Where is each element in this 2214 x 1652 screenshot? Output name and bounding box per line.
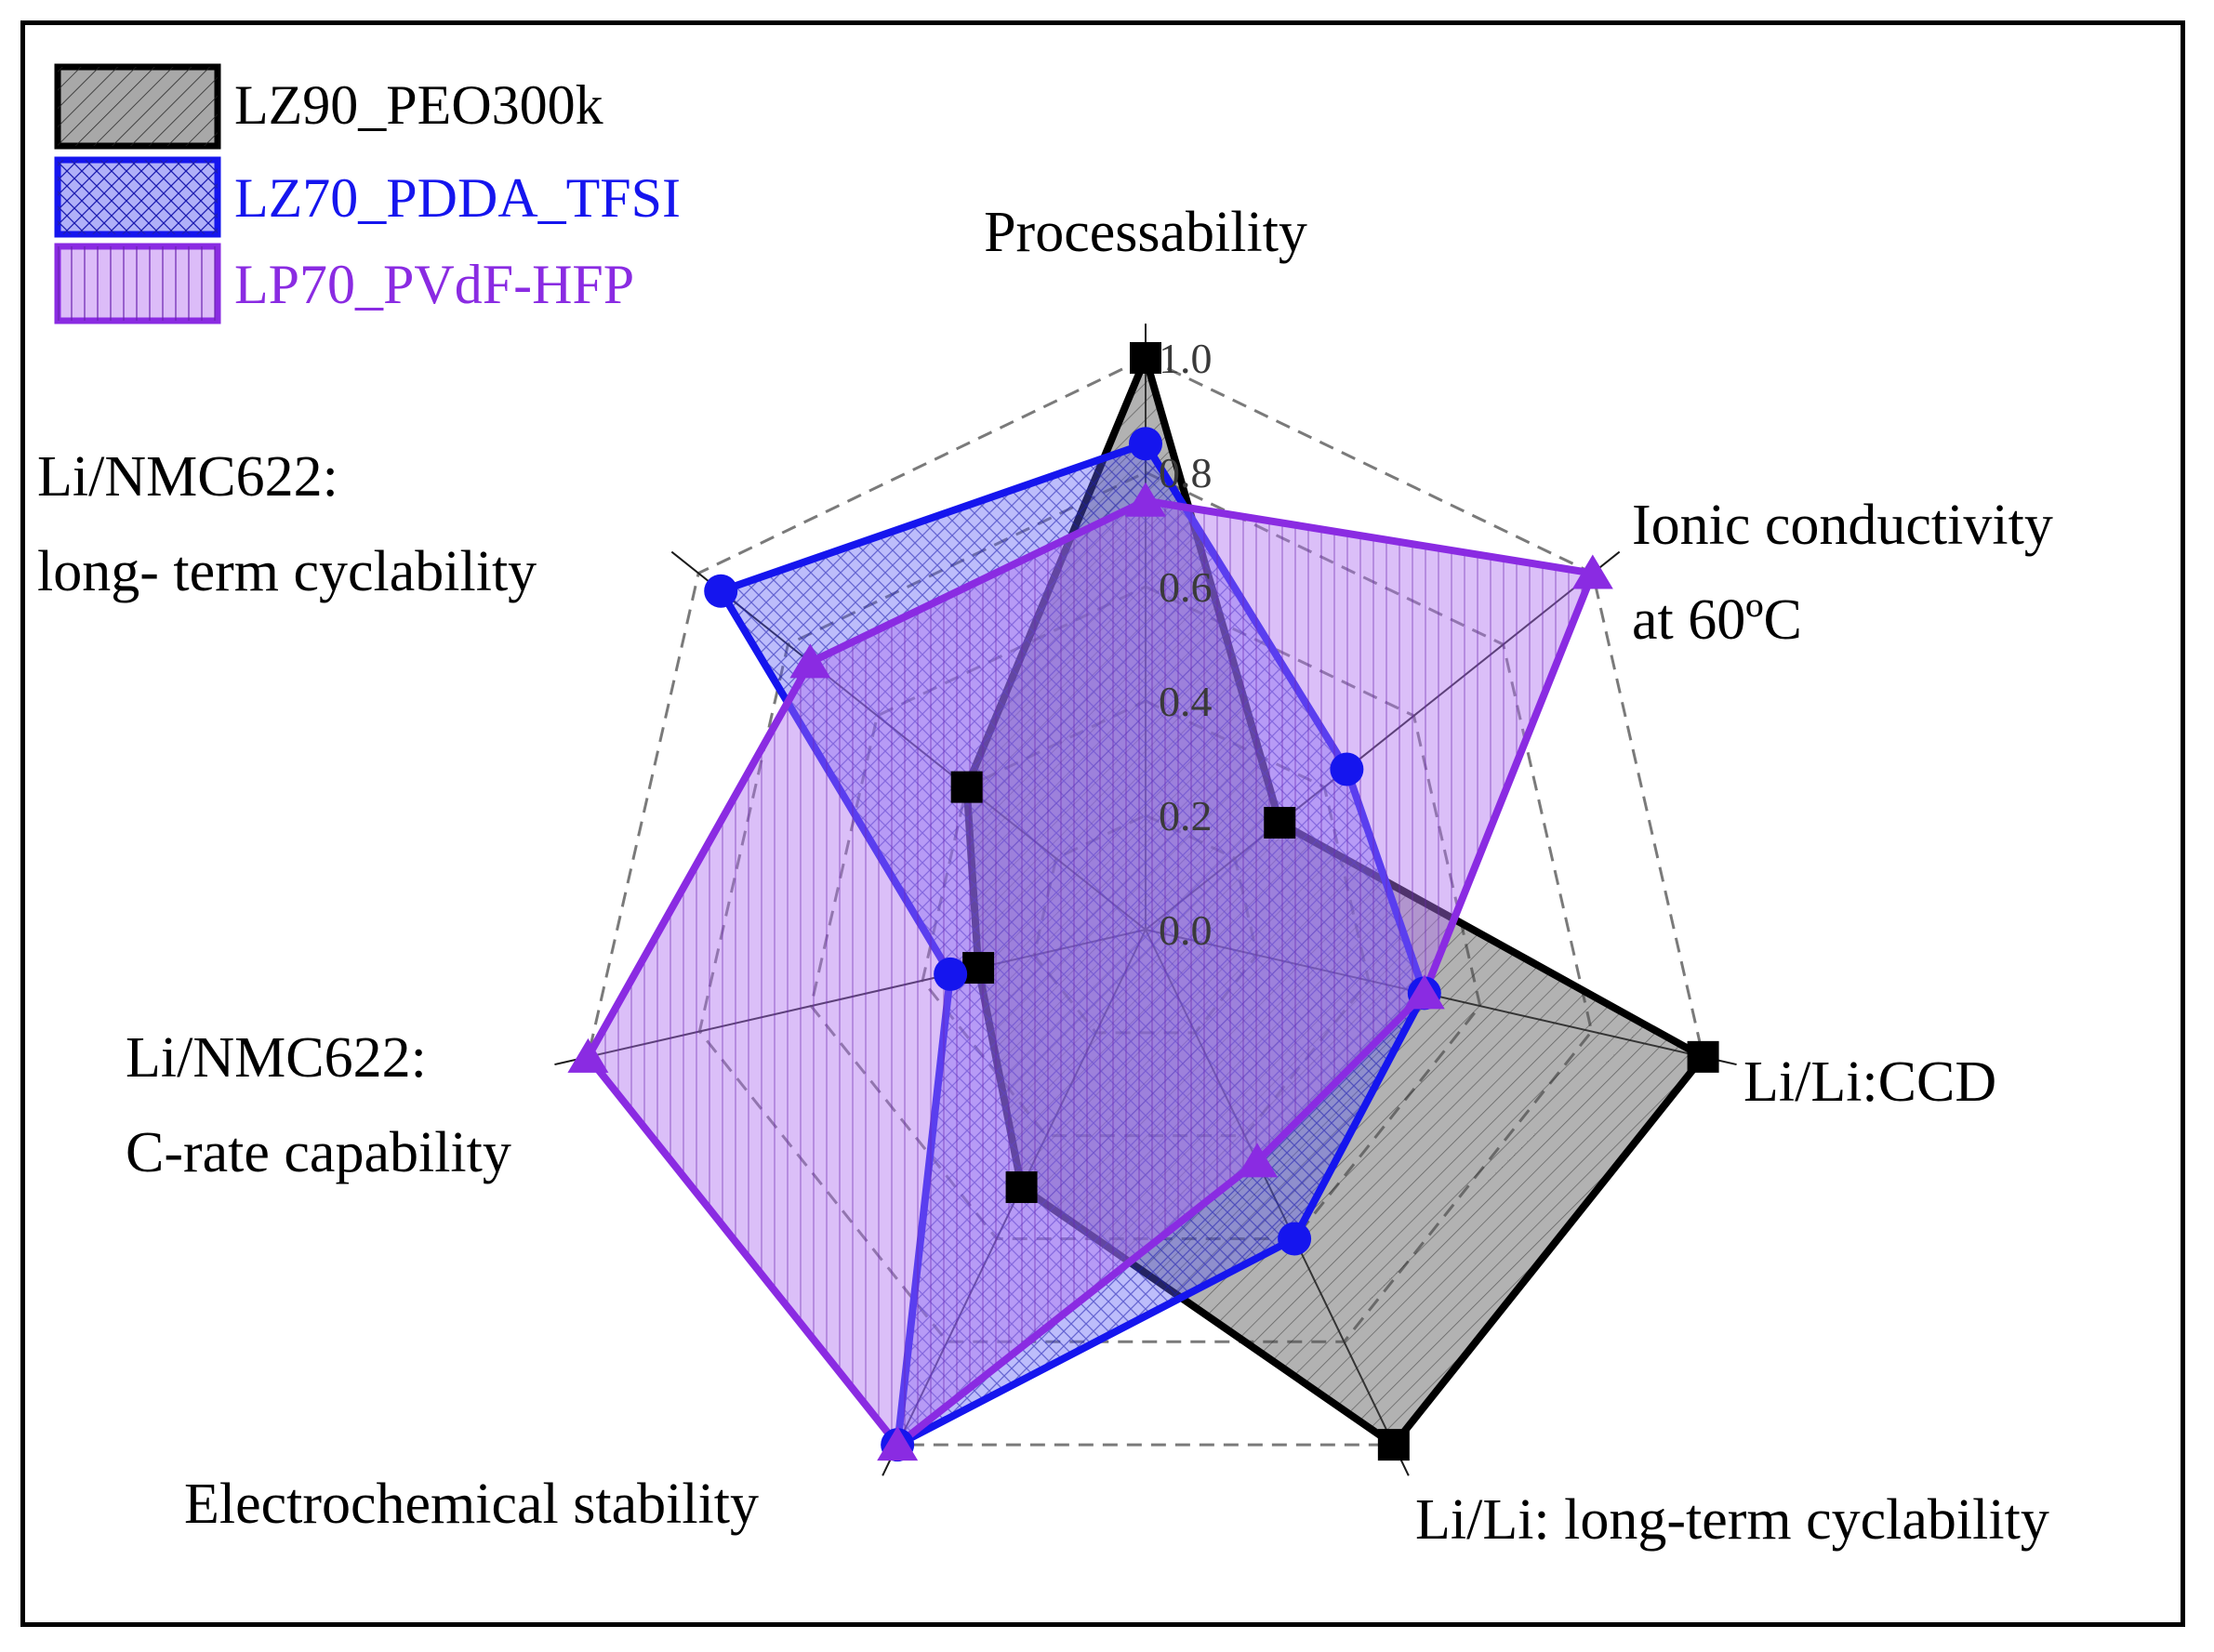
legend-label-lz90: LZ90_PEO300k bbox=[234, 74, 603, 136]
marker-lz90-peo300k-2 bbox=[1687, 1040, 1719, 1073]
marker-lp70-pvdf-hfp-2 bbox=[1403, 974, 1445, 1010]
tick-label-1: 0.2 bbox=[1159, 792, 1213, 839]
legend: LZ90_PEO300k LZ70_PDDA_TFSI LP70_PVdF-HF… bbox=[54, 63, 681, 324]
marker-lz70-pdda-tfsi-6 bbox=[704, 574, 738, 608]
marker-lz70-pdda-tfsi-5 bbox=[934, 957, 968, 991]
marker-lp70-pvdf-hfp-6 bbox=[789, 643, 831, 679]
marker-lp70-pvdf-hfp-0 bbox=[1125, 482, 1166, 517]
marker-lz90-peo300k-0 bbox=[1130, 342, 1161, 374]
axis-label-ionic-line-1: at 60ºC bbox=[1632, 588, 1802, 652]
axis-label-crate-line-0: Li/NMC622: bbox=[126, 1026, 427, 1090]
series-outline-lp70-pvdf-hfp bbox=[583, 496, 1598, 1450]
marker-lz90-peo300k-6 bbox=[950, 771, 983, 803]
marker-lz70-pdda-tfsi-0 bbox=[1129, 427, 1162, 461]
tick-label-5: 1.0 bbox=[1159, 335, 1213, 382]
legend-label-lz70: LZ70_PDDA_TFSI bbox=[234, 167, 681, 229]
marker-lz90-peo300k-4 bbox=[1005, 1171, 1038, 1204]
axis-label-crate-line-1: C-rate capability bbox=[126, 1121, 511, 1184]
marker-lz90-peo300k-3 bbox=[1377, 1429, 1410, 1461]
series-hatch-lp70-pvdf-hfp bbox=[588, 500, 1593, 1446]
axis-label-nmc_cycl-line-1: long- term cyclability bbox=[37, 540, 537, 603]
marker-lp70-pvdf-hfp-4 bbox=[877, 1426, 919, 1461]
legend-hatch-lp70 bbox=[58, 246, 218, 321]
radar-series bbox=[567, 342, 1719, 1462]
figure-frame bbox=[20, 20, 2185, 1627]
tick-label-3: 0.6 bbox=[1159, 563, 1213, 611]
axis-label-ionic-line-0: Ionic conductivity bbox=[1632, 494, 2053, 557]
axis-label-li_cycl-line-0: Li/Li: long-term cyclability bbox=[1415, 1488, 2049, 1552]
marker-lz70-pdda-tfsi-1 bbox=[1330, 752, 1364, 786]
legend-hatch-lz70 bbox=[58, 160, 218, 234]
marker-lz90-peo300k-1 bbox=[1264, 806, 1296, 839]
marker-lp70-pvdf-hfp-3 bbox=[1237, 1143, 1279, 1178]
marker-lz90-peo300k-5 bbox=[962, 952, 995, 985]
legend-entry-lz90: LZ90_PEO300k bbox=[54, 63, 603, 150]
axis-label-processability-line-0: Processability bbox=[984, 201, 1307, 264]
marker-lz70-pdda-tfsi-3 bbox=[1278, 1222, 1312, 1256]
radial-tick-labels: 0.0 0.2 0.4 0.6 0.8 1.0 bbox=[1159, 335, 1213, 954]
tick-label-4: 0.8 bbox=[1159, 449, 1213, 496]
tick-label-0: 0.0 bbox=[1159, 906, 1213, 954]
axis-label-ccd-line-0: Li/Li:CCD bbox=[1743, 1051, 1996, 1114]
legend-entry-lz70: LZ70_PDDA_TFSI bbox=[54, 156, 681, 238]
marker-lp70-pvdf-hfp-5 bbox=[567, 1037, 609, 1073]
axis-labels: Processability Ionic conductivity at 60ºC L… bbox=[37, 201, 2053, 1552]
axis-label-nmc_cycl-line-0: Li/NMC622: bbox=[37, 445, 338, 509]
tick-label-2: 0.4 bbox=[1159, 678, 1213, 725]
marker-lp70-pvdf-hfp-1 bbox=[1571, 554, 1613, 589]
legend-entry-lp70: LP70_PVdF-HFP bbox=[54, 243, 634, 324]
legend-hatch-lz90 bbox=[58, 67, 218, 146]
legend-label-lp70: LP70_PVdF-HFP bbox=[234, 254, 634, 315]
axis-label-echem-line-0: Electrochemical stability bbox=[184, 1473, 759, 1536]
